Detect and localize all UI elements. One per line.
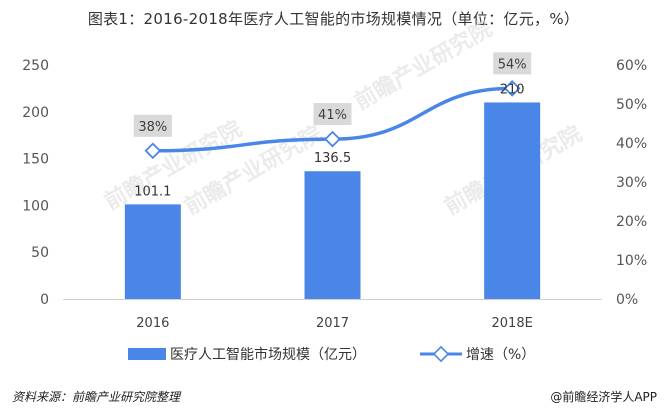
bar-value-label: 210 <box>500 82 525 97</box>
y-right-tick-label: 50% <box>616 97 647 113</box>
growth-value-label: 38% <box>138 120 167 135</box>
y-right-tick-label: 20% <box>616 214 647 230</box>
legend-label-bar: 医疗人工智能市场规模（亿元） <box>170 346 366 363</box>
legend-swatch-bar <box>128 348 166 360</box>
growth-line <box>144 80 521 160</box>
chart-title: 图表1：2016-2018年医疗人工智能的市场规模情况（单位：亿元，%） <box>87 10 580 28</box>
growth-point-marker <box>503 80 521 97</box>
growth-label-box <box>133 114 172 137</box>
x-tick-label: 2018E <box>492 316 533 331</box>
y-right-tick-label: 40% <box>616 136 647 152</box>
y-right-tick-label: 60% <box>616 58 647 74</box>
y-right-tick-label: 0% <box>616 292 638 308</box>
y-left-tick-label: 200 <box>22 105 49 121</box>
y-right-tick-label: 30% <box>616 175 647 191</box>
y-left-tick-label: 0 <box>40 292 49 308</box>
legend-label-line: 增速（%） <box>466 347 535 363</box>
bar-value-label: 136.5 <box>314 151 351 166</box>
bar <box>484 102 541 299</box>
growth-point-marker <box>324 130 341 148</box>
x-tick-label: 2017 <box>316 316 349 331</box>
data-labels: 101.1 136.5 210 38% 41% 54% <box>133 52 532 199</box>
watermark-text: 前瞻产业研究院 <box>350 16 496 116</box>
growth-point-marker <box>144 142 162 160</box>
growth-value-label: 41% <box>318 108 347 123</box>
source-note: 资料来源：前瞻产业研究院整理 <box>12 390 181 404</box>
bars <box>124 102 541 299</box>
bar <box>124 204 181 299</box>
growth-label-box <box>493 52 532 75</box>
x-tick-label: 2016 <box>136 316 169 331</box>
y-left-tick-label: 100 <box>22 198 49 214</box>
legend: 医疗人工智能市场规模（亿元） 增速（%） <box>128 345 535 363</box>
bar-value-label: 101.1 <box>134 184 171 199</box>
y-left-tick-label: 50 <box>31 245 49 261</box>
axes: 0 50 100 150 200 250 0% 10% 20% 30% 40% 50% 60% 2016 2… <box>22 58 647 331</box>
y-left-tick-label: 150 <box>22 152 49 168</box>
y-left-tick-label: 250 <box>22 58 49 74</box>
growth-value-label: 54% <box>498 57 527 72</box>
y-right-tick-label: 10% <box>616 253 647 269</box>
legend-marker-line <box>432 345 450 363</box>
brand-credit: @前瞻经济学人APP <box>550 390 657 404</box>
growth-label-box <box>313 103 352 126</box>
bar <box>304 171 361 299</box>
